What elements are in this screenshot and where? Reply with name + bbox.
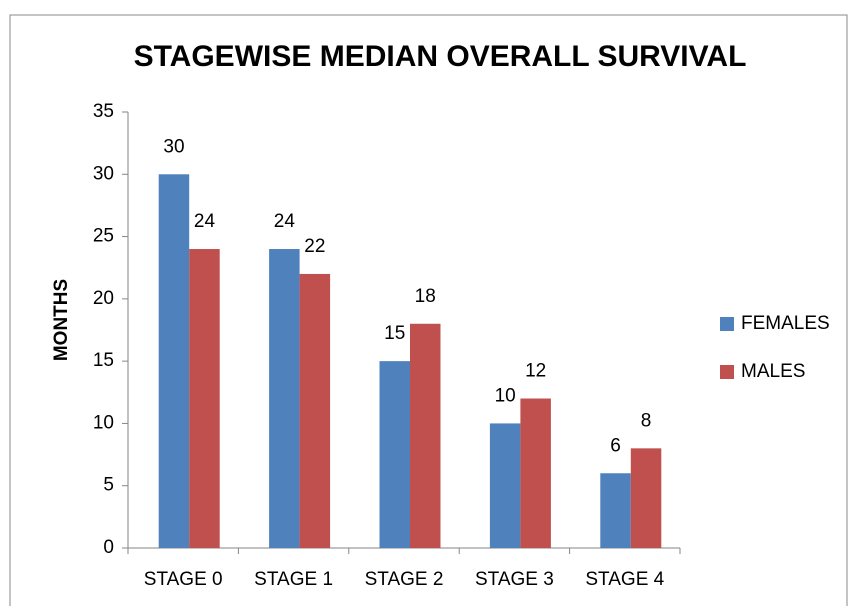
y-tick-label: 30 <box>93 163 114 184</box>
bar <box>410 323 441 548</box>
legend-label: MALES <box>741 361 805 382</box>
bar <box>158 174 190 549</box>
y-tick-label: 35 <box>93 101 114 122</box>
y-axis-title: MONTHS <box>51 279 72 361</box>
y-tick-label: 10 <box>93 412 114 433</box>
bar <box>600 473 631 548</box>
bar <box>299 273 331 548</box>
data-label: 22 <box>304 236 325 257</box>
legend-swatch <box>720 365 734 379</box>
bar <box>269 249 300 548</box>
y-tick-label: 25 <box>93 226 114 247</box>
x-tick-label: STAGE 4 <box>585 569 664 590</box>
x-tick-label: STAGE 2 <box>365 569 444 590</box>
data-label: 18 <box>415 286 436 307</box>
data-label: 15 <box>384 323 405 344</box>
y-tick-label: 15 <box>93 350 114 371</box>
data-label: 12 <box>525 361 546 382</box>
bar <box>630 448 662 548</box>
y-tick-label: 0 <box>103 537 114 558</box>
y-tick-label: 20 <box>93 288 114 309</box>
chart-title: STAGEWISE MEDIAN OVERALL SURVIVAL <box>134 40 747 73</box>
data-label: 6 <box>610 435 621 456</box>
bar <box>520 398 551 548</box>
bar <box>189 249 220 548</box>
data-label: 30 <box>163 136 184 157</box>
data-label: 10 <box>495 385 516 406</box>
data-label: 8 <box>641 410 652 431</box>
bar <box>489 423 521 548</box>
x-tick-label: STAGE 3 <box>475 569 554 590</box>
legend-swatch <box>720 317 734 331</box>
data-label: 24 <box>274 211 296 232</box>
x-tick-label: STAGE 1 <box>254 569 333 590</box>
bar <box>379 361 410 548</box>
data-label: 24 <box>194 211 216 232</box>
y-tick-label: 5 <box>103 475 114 496</box>
x-tick-label: STAGE 0 <box>144 569 223 590</box>
legend-label: FEMALES <box>741 313 830 334</box>
